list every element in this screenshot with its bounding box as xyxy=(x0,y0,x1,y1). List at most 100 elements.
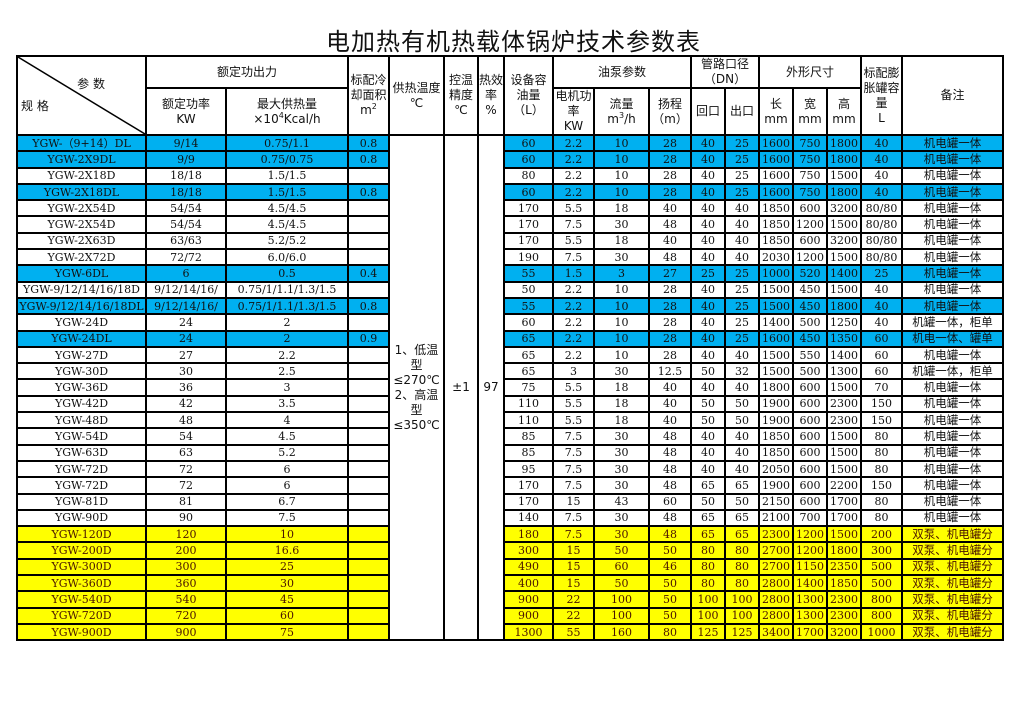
max-heat-cell: 2.2 xyxy=(225,345,349,365)
height-cell: 1800 xyxy=(826,296,862,316)
cooling-area-cell xyxy=(347,427,390,446)
spec-cell: YGW-200D xyxy=(16,541,147,560)
remarks-cell: 机电罐一体 xyxy=(901,215,1004,234)
length-cell: 1600 xyxy=(758,182,794,202)
cooling-area-cell xyxy=(347,313,390,332)
head-cell: 40 xyxy=(648,411,692,430)
rated-power-label: 额定功率 xyxy=(161,96,210,111)
spec-cell: YGW-30D xyxy=(16,362,147,381)
width-cell: 750 xyxy=(792,150,828,169)
width-cell: 600 xyxy=(792,411,828,430)
tank-cell: 80 xyxy=(860,427,903,446)
tank-cell: 500 xyxy=(860,557,903,577)
spec-cell: YGW-72D xyxy=(16,459,147,479)
width-cell: 1200 xyxy=(792,248,828,267)
head-cell: 80 xyxy=(648,622,692,642)
motor-power-cell: 5.5 xyxy=(552,394,595,414)
length-cell: 1800 xyxy=(758,378,794,397)
width-cell: 1400 xyxy=(792,573,828,593)
spec-cell: YGW-（9+14）DL xyxy=(16,133,147,153)
cooling-area-cell: 0.8 xyxy=(347,150,390,169)
oil-capacity-cell: 85 xyxy=(503,427,554,446)
motor-power-cell: 2.2 xyxy=(552,133,595,153)
tank-cell: 40 xyxy=(860,150,903,169)
flow-cell: 18 xyxy=(593,394,650,414)
rated-power-cell: 9/12/14/16/ xyxy=(145,280,227,299)
height-cell: 3200 xyxy=(826,199,862,218)
head-cell: 40 xyxy=(648,199,692,218)
cooling-area-cell xyxy=(347,459,390,479)
length-cell: 1500 xyxy=(758,362,794,381)
rated-power-cell: 24 xyxy=(145,329,227,348)
flow-cell: 3 xyxy=(593,264,650,283)
return-port-cell: 40 xyxy=(690,133,726,153)
tank-cell: 150 xyxy=(860,394,903,414)
width-cell: 450 xyxy=(792,296,828,316)
return-port-cell: 40 xyxy=(690,329,726,348)
temp-precision-unit: ℃ xyxy=(454,103,468,117)
outlet-port-cell: 25 xyxy=(724,264,760,283)
tank-cell: 150 xyxy=(860,476,903,495)
outlet-port-cell: 100 xyxy=(724,606,760,625)
oil-capacity-cell: 80 xyxy=(503,166,554,185)
tank-cell: 200 xyxy=(860,525,903,544)
return-port-cell: 50 xyxy=(690,492,726,511)
flow-label: 流量 xyxy=(609,96,634,111)
oil-capacity-cell: 110 xyxy=(503,411,554,430)
rated-power-cell: 63/63 xyxy=(145,231,227,251)
length-cell: 2100 xyxy=(758,508,794,528)
max-heat-cell: 4.5 xyxy=(225,427,349,446)
max-heat-unit-sup: 4 xyxy=(278,110,284,120)
tank-cell: 60 xyxy=(860,329,903,348)
oil-capacity-cell: 65 xyxy=(503,329,554,348)
length-cell: 1850 xyxy=(758,199,794,218)
motor-power-cell: 22 xyxy=(552,590,595,609)
height-cell: 1800 xyxy=(826,150,862,169)
height-cell: 2300 xyxy=(826,606,862,625)
width-label: 宽 xyxy=(803,96,816,111)
head-cell: 48 xyxy=(648,427,692,446)
outlet-port-cell: 100 xyxy=(724,590,760,609)
table-row: YGW-90D 90 7.5 140 7.5 30 48 65 65 2100 700 1700 80 机… xyxy=(16,508,1004,528)
return-port-cell: 65 xyxy=(690,476,726,495)
width-cell: 600 xyxy=(792,394,828,414)
height-header: 高 mm xyxy=(826,87,862,136)
tank-cell: 40 xyxy=(860,296,903,316)
motor-power-cell: 55 xyxy=(552,622,595,642)
flow-cell: 50 xyxy=(593,541,650,560)
return-port-cell: 40 xyxy=(690,182,726,202)
flow-cell: 30 xyxy=(593,476,650,495)
return-port-cell: 50 xyxy=(690,362,726,381)
oil-capacity-cell: 300 xyxy=(503,541,554,560)
cooling-area-cell xyxy=(347,280,390,299)
rated-power-cell: 54 xyxy=(145,427,227,446)
max-heat-cell: 10 xyxy=(225,525,349,544)
head-cell: 48 xyxy=(648,508,692,528)
width-cell: 600 xyxy=(792,378,828,397)
rated-power-cell: 18/18 xyxy=(145,166,227,185)
spec-cell: YGW-2X54D xyxy=(16,215,147,234)
height-cell: 1300 xyxy=(826,362,862,381)
return-port-cell: 40 xyxy=(690,231,726,251)
oil-capacity-cell: 900 xyxy=(503,606,554,625)
return-port-cell: 125 xyxy=(690,622,726,642)
head-label: 扬程 xyxy=(657,96,682,111)
spec-cell: YGW-54D xyxy=(16,427,147,446)
pump-params-header: 油泵参数 xyxy=(552,55,692,89)
oil-capacity-cell: 180 xyxy=(503,525,554,544)
table-row: YGW-2X72D 72/72 6.0/6.0 190 7.5 30 48 40 40 2030 1… xyxy=(16,248,1004,267)
cooling-area-unit: m xyxy=(360,103,372,117)
outlet-port-cell: 65 xyxy=(724,525,760,544)
tank-cell: 40 xyxy=(860,133,903,153)
rated-power-cell: 120 xyxy=(145,525,227,544)
tank-cell: 25 xyxy=(860,264,903,283)
cooling-area-cell xyxy=(347,476,390,495)
length-cell: 1850 xyxy=(758,215,794,234)
flow-cell: 30 xyxy=(593,525,650,544)
tank-cell: 80/80 xyxy=(860,231,903,251)
head-cell: 50 xyxy=(648,541,692,560)
height-label: 高 xyxy=(837,96,850,111)
outlet-port-cell: 125 xyxy=(724,622,760,642)
spec-cell: YGW-120D xyxy=(16,525,147,544)
return-port-cell: 50 xyxy=(690,394,726,414)
